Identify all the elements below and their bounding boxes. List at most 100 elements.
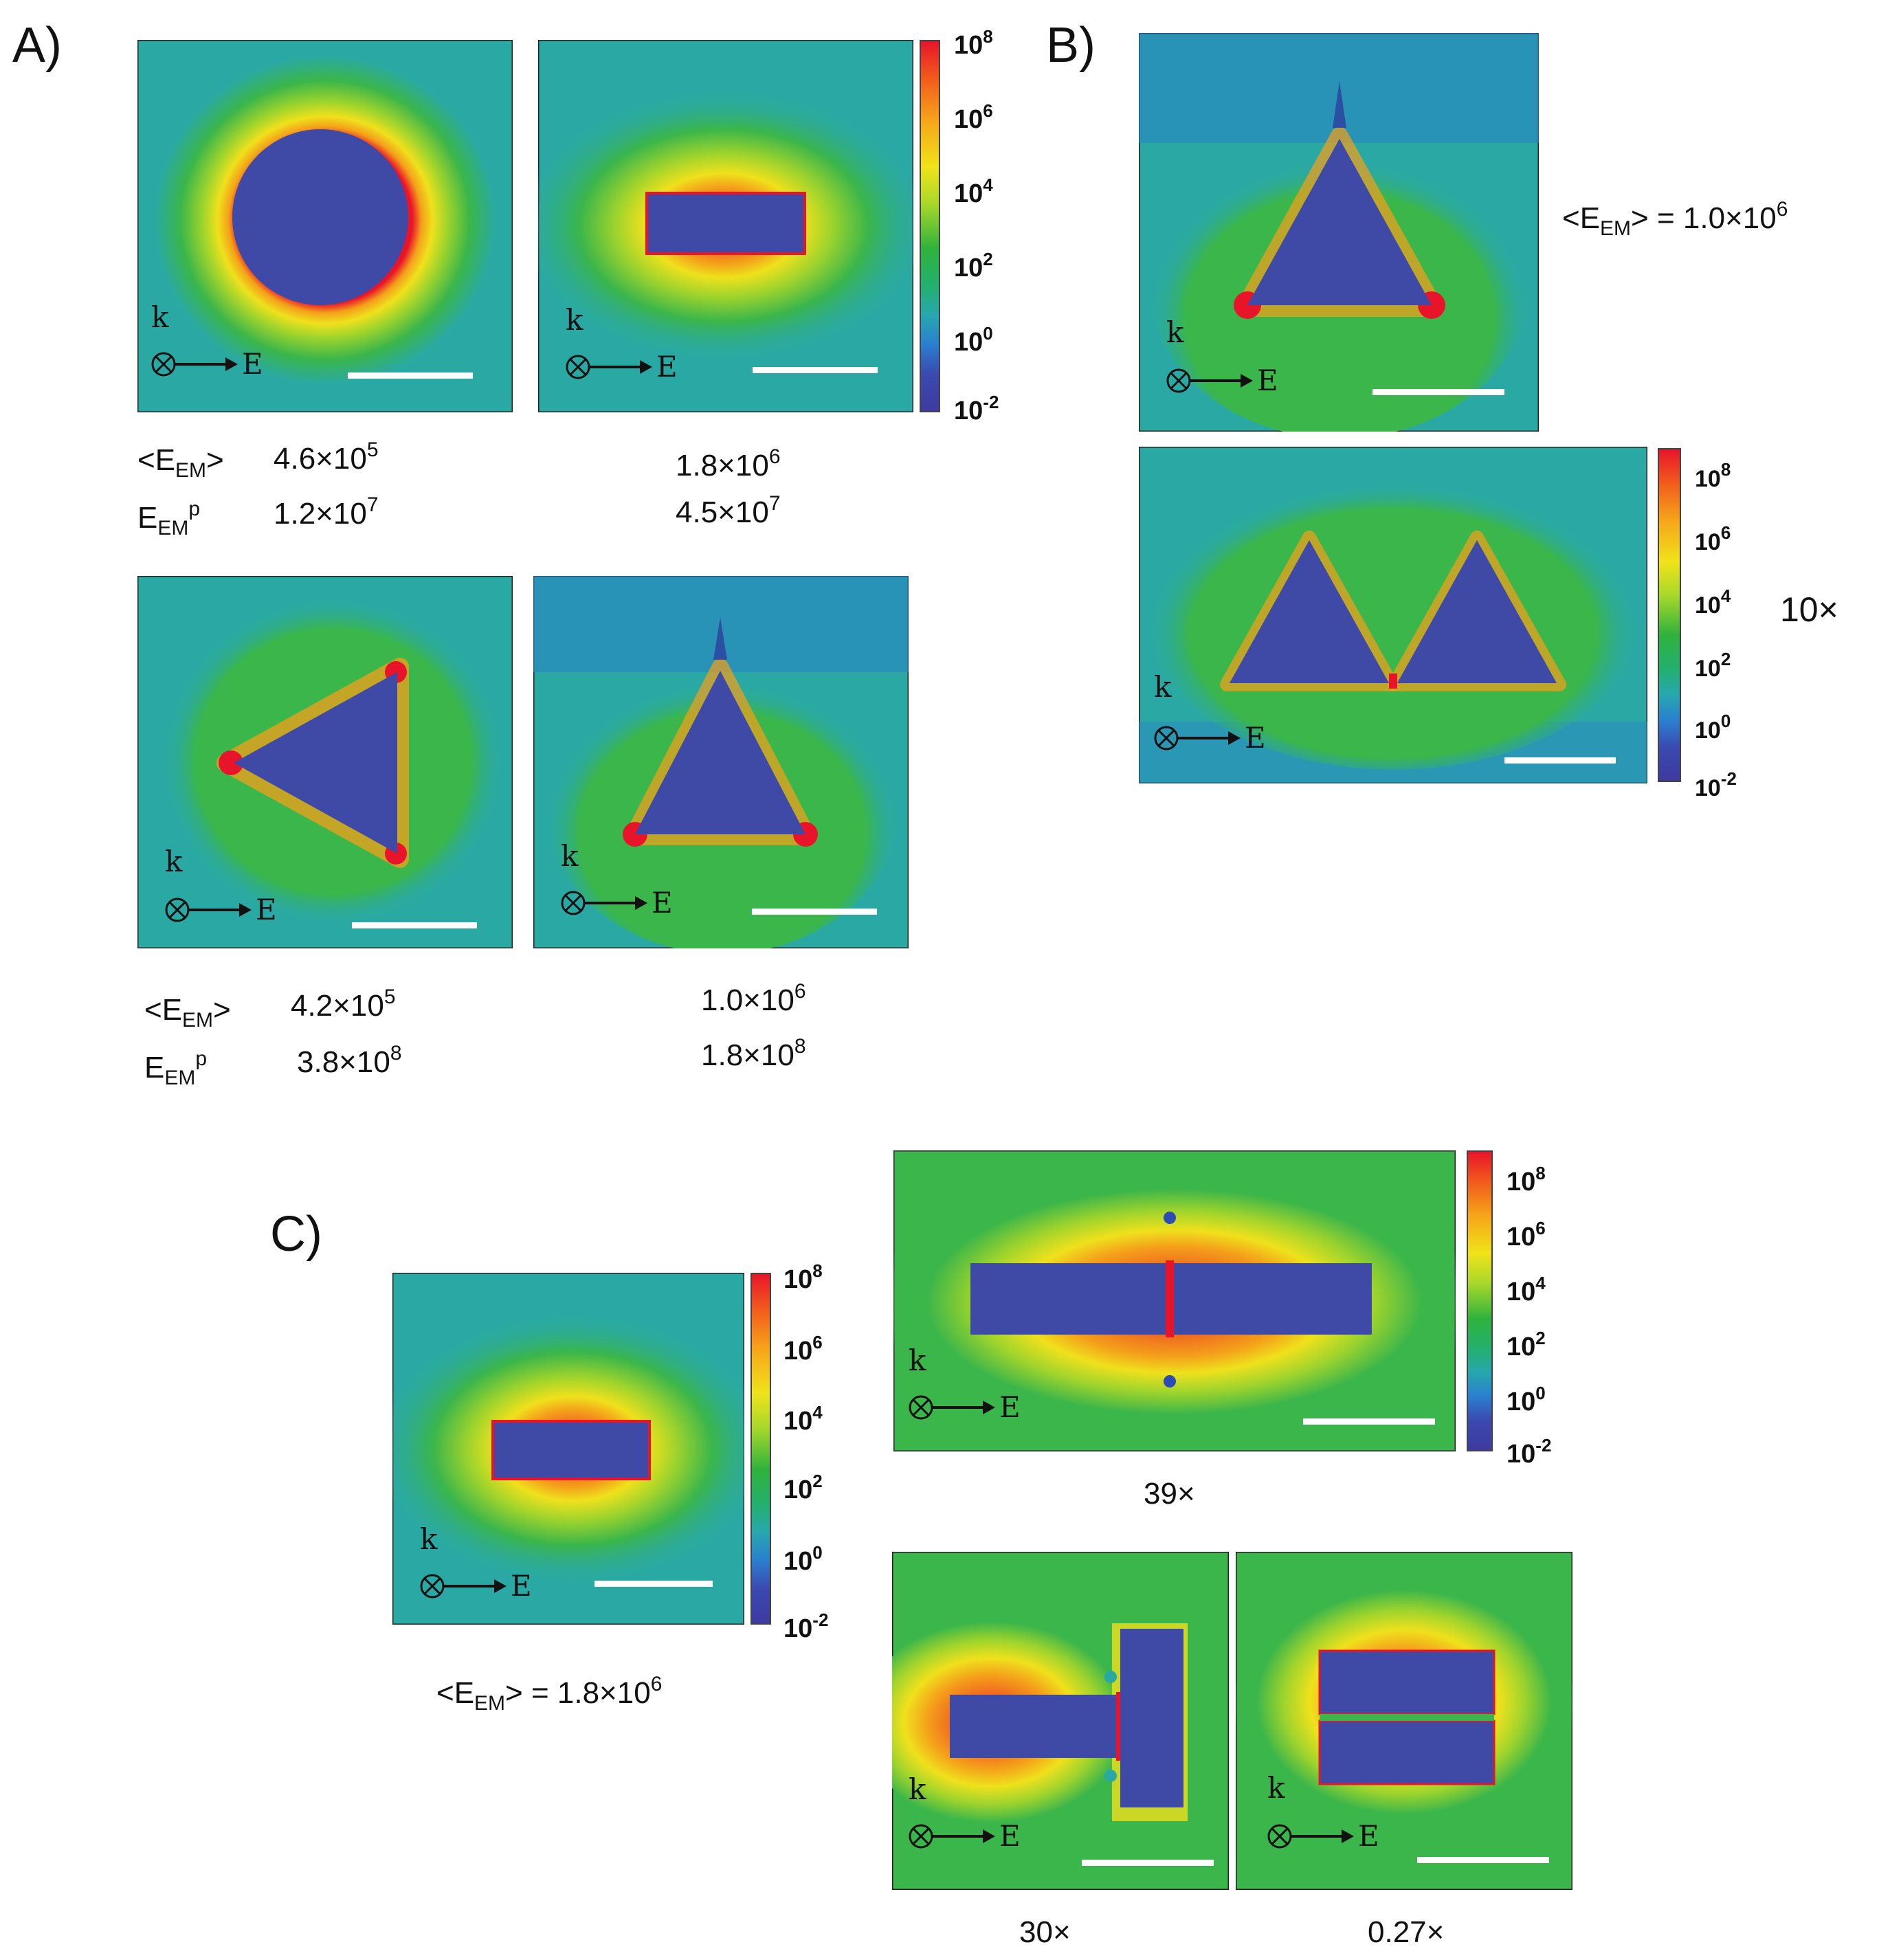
field-map-triangle-dimer: k E (1139, 447, 1647, 783)
e-label: E (242, 347, 263, 381)
colorbar-c-left-tick-4: 102 (783, 1471, 823, 1504)
row-label-peak-1: EEMp (137, 498, 201, 539)
k-label: k (566, 303, 583, 337)
tick-exp: 2 (1720, 649, 1731, 669)
colorbar-a-tick-1: 108 (954, 26, 993, 60)
tick-exp: 0 (983, 323, 993, 344)
colorbar-c-right-tick-3: 104 (1507, 1273, 1546, 1306)
tick-exp: -2 (1535, 1435, 1552, 1456)
scale-bar (594, 1581, 713, 1587)
tick-exp: 6 (983, 100, 993, 121)
e-label: E (999, 1819, 1021, 1853)
field-map-single-triangle: k E (1139, 33, 1539, 432)
colorbar-c-right (1467, 1150, 1493, 1451)
k-label: k (1267, 1771, 1285, 1805)
c-t-shape-factor: 30× (1019, 1915, 1071, 1949)
field-map-triangle-left: k E (137, 576, 513, 948)
field-direction-indicator: k E (151, 300, 263, 381)
colorbar-c-left-tick-3: 104 (783, 1402, 823, 1436)
colorbar-a (920, 40, 940, 412)
colorbar-gradient (1658, 448, 1681, 782)
scale-bar (1082, 1860, 1214, 1866)
tick-exp: 4 (812, 1402, 823, 1423)
colorbar-c-left-tick-6: 10-2 (783, 1610, 829, 1643)
tick-exp: 8 (1720, 459, 1731, 480)
triangle-up-eem-avg: 1.0×106 (701, 980, 806, 1017)
tick-exp: 2 (812, 1471, 823, 1491)
row-label-avg-2: <EEM> (144, 993, 231, 1032)
e-label: E (1245, 721, 1266, 755)
tick-exp: 4 (1535, 1273, 1546, 1293)
colorbar-c-right-tick-6: 10-2 (1507, 1435, 1552, 1469)
field-direction-indicator: k E (561, 839, 673, 920)
e-label: E (1358, 1819, 1379, 1853)
tick-exp: 4 (1720, 586, 1731, 606)
disk-eem-peak: 1.2×107 (274, 493, 379, 531)
e-label: E (652, 886, 673, 920)
colorbar-b-tick-6: 10-2 (1695, 768, 1737, 801)
e-label: E (656, 350, 678, 383)
colorbar-c-right-tick-1: 108 (1507, 1163, 1546, 1196)
field-map-disk: k E (137, 40, 513, 412)
triangle-left-eem-peak: 3.8×108 (297, 1042, 402, 1079)
k-label: k (151, 300, 169, 334)
field-direction-indicator: k E (909, 1772, 1021, 1853)
scale-bar (752, 909, 877, 915)
rod-eem-avg: 1.8×106 (676, 445, 781, 482)
colorbar-b-tick-2: 106 (1695, 522, 1731, 555)
colorbar-b-tick-1: 108 (1695, 459, 1731, 492)
c-side-by-side-factor: 0.27× (1368, 1915, 1445, 1949)
panel-letter-b: B) (1046, 18, 1096, 73)
k-label: k (1166, 315, 1184, 349)
colorbar-a-tick-6: 10-2 (954, 392, 999, 425)
k-label: k (909, 1772, 926, 1806)
e-label: E (511, 1569, 532, 1603)
field-map-triangle-up: k E (533, 576, 909, 948)
tick-exp: 8 (983, 26, 993, 47)
tick-exp: -2 (812, 1610, 829, 1630)
tick-exp: 2 (983, 249, 993, 269)
tick-exp: 8 (812, 1260, 823, 1281)
field-map-t-shape: k E (892, 1552, 1229, 1890)
field-map-single-rod: k E (392, 1273, 744, 1625)
tick-exp: 4 (983, 175, 993, 195)
tick-exp: 2 (1535, 1328, 1546, 1348)
colorbar-b-tick-4: 102 (1695, 649, 1731, 682)
row-label-avg-1: <EEM> (137, 443, 224, 482)
triangle-up-eem-peak: 1.8×108 (701, 1035, 806, 1072)
scale-bar (1504, 757, 1616, 764)
c-end-to-end-factor: 39× (1144, 1477, 1195, 1511)
colorbar-b (1658, 448, 1681, 782)
colorbar-a-tick-2: 106 (954, 100, 993, 134)
k-label: k (165, 845, 183, 878)
scale-bar (352, 922, 477, 928)
colorbar-c-right-tick-5: 100 (1507, 1383, 1546, 1416)
scale-bar (753, 367, 878, 373)
tick-exp: 0 (1720, 711, 1731, 731)
field-map-side-by-side: k E (1236, 1552, 1572, 1890)
rod-eem-peak: 4.5×107 (676, 492, 781, 529)
field-direction-indicator: k E (1166, 315, 1278, 397)
field-direction-indicator: k E (909, 1344, 1021, 1424)
scale-bar (1417, 1857, 1549, 1863)
tick-exp: 0 (812, 1542, 823, 1563)
k-label: k (1154, 670, 1172, 704)
k-label: k (909, 1344, 926, 1377)
colorbar-gradient (1467, 1150, 1493, 1451)
disk-eem-avg: 4.6×105 (274, 438, 379, 476)
field-direction-indicator: k E (566, 303, 678, 383)
tick-exp: -2 (1720, 768, 1737, 789)
colorbar-a-tick-5: 100 (954, 323, 993, 357)
field-map-rod: k E (538, 40, 913, 412)
tick-exp: 6 (1720, 522, 1731, 543)
b-dimer-factor: 10× (1780, 590, 1838, 629)
colorbar-a-tick-4: 102 (954, 249, 993, 282)
colorbar-c-left (751, 1273, 771, 1625)
triangle-left-eem-avg: 4.2×105 (291, 985, 396, 1023)
tick-exp: 6 (812, 1332, 823, 1352)
field-direction-indicator: k E (1267, 1771, 1379, 1853)
b-single-eem: <EEM> = 1.0×106 (1562, 198, 1788, 240)
colorbar-c-left-tick-5: 100 (783, 1542, 823, 1576)
tick-exp: 0 (1535, 1383, 1546, 1403)
colorbar-c-left-tick-2: 106 (783, 1332, 823, 1366)
